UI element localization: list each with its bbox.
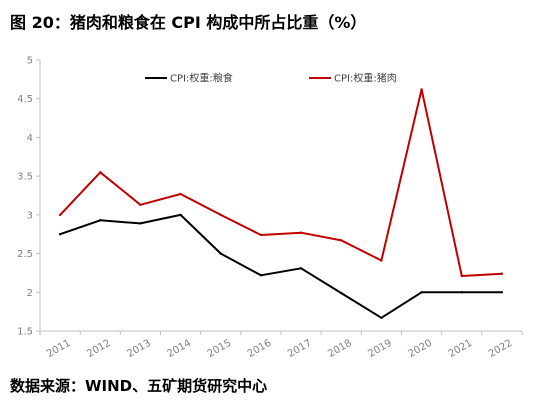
x-tick-label: 2017 xyxy=(286,338,314,360)
x-axis-tick-labels: 2011 2012 2013 2014 2015 2016 2017 2018 2019 2020… xyxy=(39,331,523,360)
series-lines xyxy=(58,88,504,319)
legend: CPI:权重:粮食 CPI:权重:猪肉 xyxy=(145,72,397,85)
data-point xyxy=(58,213,62,217)
series-line-0 xyxy=(59,213,502,319)
x-tick-label: 2012 xyxy=(85,338,113,360)
figure-title: 图 20：猪肉和粮食在 CPI 构成中所占比重（%） xyxy=(10,13,367,32)
y-tick-label: 4 xyxy=(27,133,33,144)
x-tick-label: 2011 xyxy=(45,338,73,360)
y-tick-label: 3.5 xyxy=(17,172,33,183)
data-point xyxy=(299,267,303,270)
x-tick-label: 2021 xyxy=(447,338,475,360)
data-point xyxy=(179,213,182,217)
data-point xyxy=(340,239,343,242)
y-tick-label: 4.5 xyxy=(17,94,33,105)
data-point xyxy=(380,316,383,319)
data-point xyxy=(139,203,142,206)
x-tick-label: 2020 xyxy=(407,338,435,360)
x-tick-label: 2019 xyxy=(366,338,394,360)
data-point xyxy=(460,291,463,294)
legend-label: CPI:权重:猪肉 xyxy=(334,72,397,85)
data-point xyxy=(219,252,222,255)
y-tick-label: 2.5 xyxy=(17,249,33,260)
y-tick-label: 2 xyxy=(27,288,33,299)
x-tick-label: 2016 xyxy=(246,338,274,360)
data-point xyxy=(460,274,463,278)
x-tick-label: 2022 xyxy=(487,338,515,360)
legend-label: CPI:权重:粮食 xyxy=(170,72,233,85)
data-point xyxy=(58,233,62,236)
data-point xyxy=(179,192,182,196)
data-point xyxy=(99,219,102,222)
data-point xyxy=(259,233,263,237)
y-tick-label: 1.5 xyxy=(17,327,33,338)
data-point xyxy=(420,291,423,294)
axes xyxy=(39,60,522,332)
data-point xyxy=(380,259,383,262)
data-point xyxy=(259,274,263,277)
data-point xyxy=(99,171,102,174)
data-point xyxy=(299,231,303,234)
source-note: 数据来源：WIND、五矿期货研究中心 xyxy=(10,377,268,395)
data-point xyxy=(219,213,222,217)
y-tick-label: 5 xyxy=(27,56,33,67)
data-point xyxy=(500,272,504,275)
x-tick-label: 2015 xyxy=(206,338,234,360)
x-tick-label: 2014 xyxy=(166,338,194,360)
data-point xyxy=(340,291,343,295)
data-point xyxy=(139,222,142,225)
data-point xyxy=(420,88,423,91)
y-axis-tick-labels: 1.5 2 2.5 3 3.5 4 4.5 5 xyxy=(17,56,40,338)
y-tick-label: 3 xyxy=(27,210,33,221)
data-point xyxy=(500,291,504,294)
x-tick-label: 2018 xyxy=(326,338,354,360)
x-tick-label: 2013 xyxy=(125,338,153,360)
series-line-1 xyxy=(59,88,502,277)
